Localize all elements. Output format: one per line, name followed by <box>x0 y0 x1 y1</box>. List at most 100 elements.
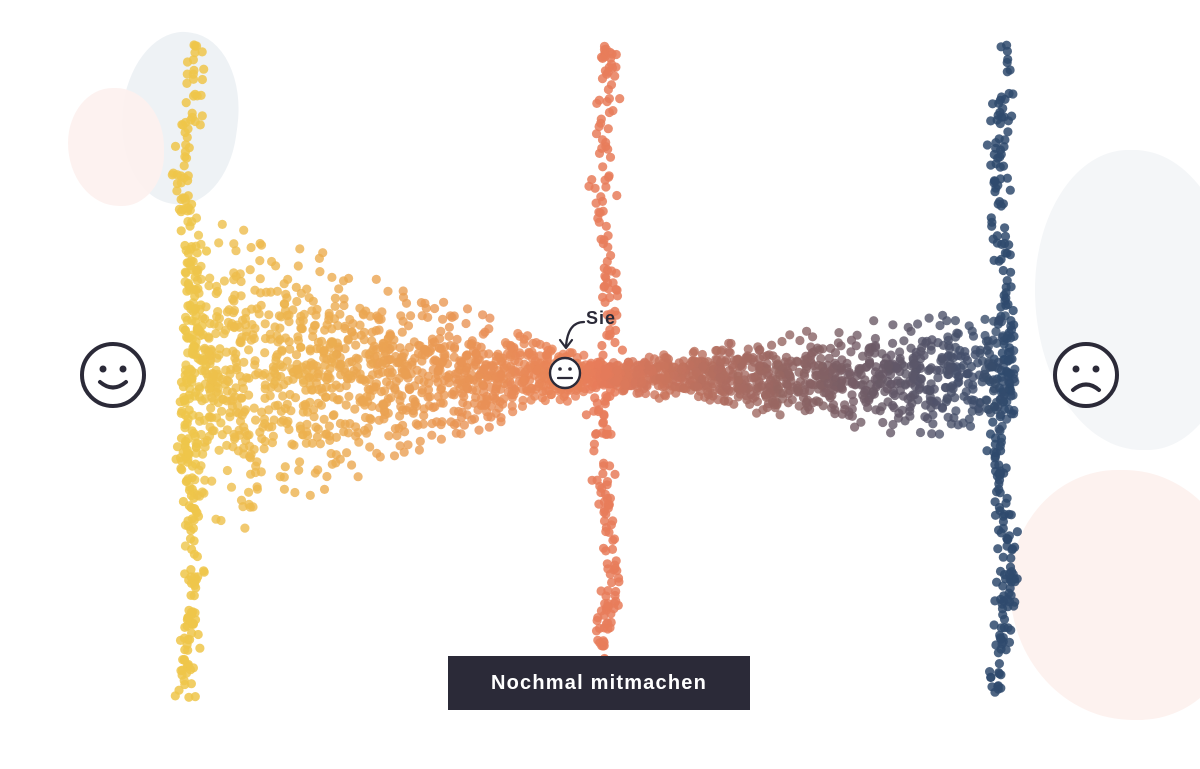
scatter-dot <box>248 330 258 340</box>
scatter-dot <box>261 287 271 297</box>
scatter-dot <box>802 354 813 364</box>
scatter-dot <box>660 391 671 401</box>
scatter-dot <box>607 316 617 326</box>
scatter-dot <box>229 268 239 278</box>
scatter-dot <box>296 342 306 352</box>
scatter-dot <box>260 384 270 394</box>
scatter-dot <box>519 339 529 349</box>
scatter-dot <box>359 397 369 407</box>
scatter-dot <box>309 321 320 331</box>
scatter-dot <box>388 341 398 351</box>
scatter-dot <box>814 345 825 355</box>
scatter-dot <box>600 281 610 291</box>
scatter-dot <box>356 330 366 340</box>
scatter-dot <box>181 98 191 108</box>
scatter-dot <box>354 437 364 447</box>
scatter-dot <box>924 313 934 323</box>
scatter-dot <box>785 330 795 340</box>
scatter-dot <box>324 421 334 431</box>
scatter-dot <box>982 446 992 456</box>
scatter-dot <box>600 371 610 381</box>
scatter-dot <box>222 465 232 476</box>
scatter-dot <box>190 475 200 485</box>
scatter-dot <box>982 140 993 150</box>
scatter-dot <box>964 321 974 331</box>
scatter-dot <box>775 410 785 420</box>
scatter-dot <box>1002 67 1012 77</box>
scatter-dot <box>886 428 896 438</box>
scatter-dot <box>1008 390 1018 400</box>
scatter-dot <box>227 387 237 397</box>
scatter-dot <box>597 135 608 145</box>
scatter-dot <box>612 291 623 301</box>
scatter-dot <box>540 395 550 406</box>
scatter-dot <box>840 400 850 410</box>
scatter-dot <box>599 41 610 51</box>
scatter-dot <box>331 380 341 390</box>
scatter-dot <box>459 420 469 430</box>
scatter-dot <box>432 417 442 427</box>
scatter-dot <box>900 416 910 426</box>
scatter-dot <box>829 385 839 395</box>
scatter-dot <box>612 190 622 201</box>
scatter-dot <box>599 516 610 526</box>
scatter-dot <box>843 370 853 380</box>
scatter-dot <box>780 357 790 367</box>
scatter-dot <box>493 349 503 359</box>
scatter-dot <box>1003 127 1013 137</box>
scatter-dot <box>993 199 1003 209</box>
scatter-dot <box>180 325 191 336</box>
scatter-dot <box>724 347 734 357</box>
scatter-dot <box>515 350 526 360</box>
scatter-dot <box>183 474 193 484</box>
scatter-dot <box>232 362 242 373</box>
scatter-dot <box>260 436 270 446</box>
scatter-dot <box>270 322 280 332</box>
scatter-dot <box>286 406 296 416</box>
scatter-dot <box>327 338 337 348</box>
scatter-dot <box>423 392 433 402</box>
scatter-dot <box>398 292 409 302</box>
scatter-dot <box>996 92 1007 102</box>
scatter-dot <box>180 267 190 277</box>
scatter-dot <box>968 331 979 341</box>
scatter-dot <box>234 408 244 418</box>
scatter-dot <box>322 354 332 364</box>
scatter-dot <box>444 331 454 341</box>
scatter-dot <box>604 107 615 118</box>
scatter-dot <box>319 414 329 424</box>
scatter-dot <box>509 390 519 400</box>
scatter-dot <box>1002 173 1013 183</box>
scatter-dot <box>260 348 270 358</box>
scatter-dot <box>998 397 1008 407</box>
scatter-dot <box>191 448 201 458</box>
scatter-dot <box>417 356 427 366</box>
scatter-dot <box>355 320 365 330</box>
scatter-dot <box>900 379 910 389</box>
scatter-dot <box>602 392 612 403</box>
scatter-dot <box>611 376 622 386</box>
scatter-dot <box>347 460 357 470</box>
scatter-dot <box>180 520 191 530</box>
scatter-dot <box>421 303 431 313</box>
scatter-dot <box>596 114 606 124</box>
scatter-dot <box>920 412 930 422</box>
scatter-dot <box>474 425 484 435</box>
scatter-dot <box>905 402 915 412</box>
scatter-dot <box>1007 111 1017 121</box>
scatter-dots <box>167 40 1023 702</box>
retry-button[interactable]: Nochmal mitmachen <box>448 656 750 710</box>
scatter-dot <box>946 351 956 361</box>
scatter-dot <box>378 400 388 410</box>
scatter-dot <box>192 438 203 448</box>
scatter-dot <box>994 525 1004 535</box>
scatter-dot <box>350 404 360 414</box>
scatter-dot <box>415 341 425 351</box>
scatter-dot <box>368 385 378 395</box>
scatter-dot <box>614 577 624 587</box>
scatter-dot <box>582 364 592 375</box>
scatter-dot <box>997 639 1007 649</box>
scatter-dot <box>340 323 350 334</box>
scatter-dot <box>808 398 818 408</box>
scatter-dot <box>239 225 249 235</box>
